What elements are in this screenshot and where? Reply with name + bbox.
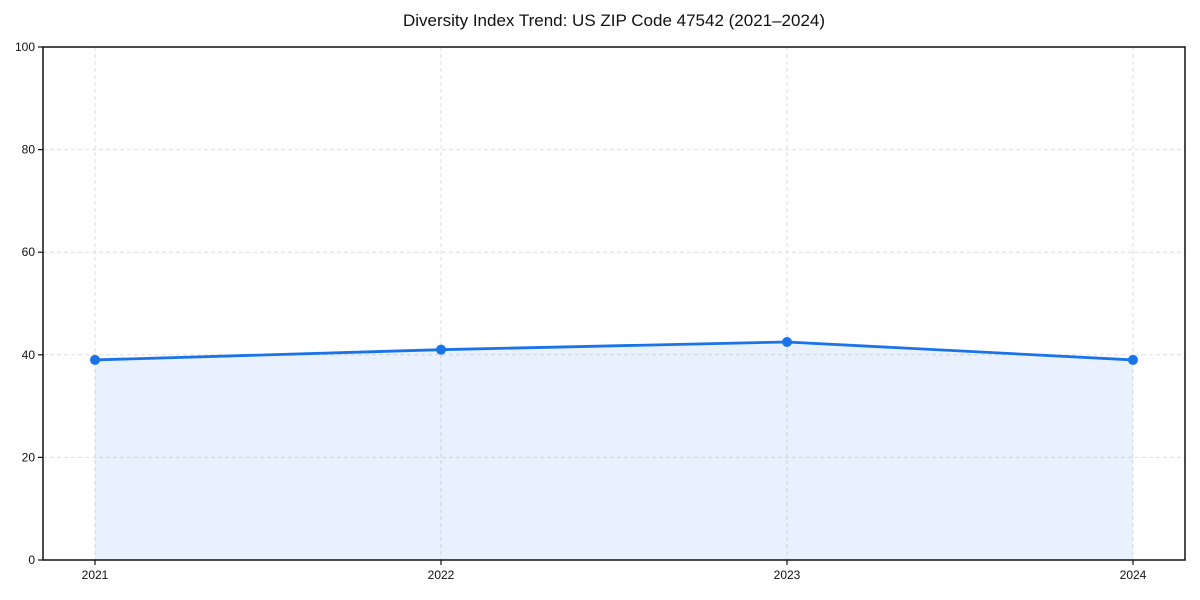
data-point [782, 336, 792, 347]
x-tick-label: 2024 [1120, 568, 1147, 582]
y-tick-label: 60 [22, 245, 36, 259]
x-tick-label: 2021 [82, 568, 109, 582]
plot-border [42, 46, 1186, 561]
y-tick-label: 40 [22, 348, 36, 362]
x-tick-label: 2022 [428, 568, 455, 582]
y-tick-label: 0 [28, 553, 35, 567]
trend-line [93, 340, 1135, 362]
y-tick-label: 80 [22, 143, 36, 157]
data-point [436, 344, 446, 355]
y-tick-label: 100 [15, 40, 35, 54]
y-tick-label: 20 [22, 450, 36, 464]
data-point [90, 354, 100, 365]
area-fill [95, 341, 1133, 560]
data-point [1128, 354, 1138, 365]
chart-title: Diversity Index Trend: US ZIP Code 47542… [402, 11, 826, 30]
x-tick-label: 2023 [774, 568, 801, 582]
